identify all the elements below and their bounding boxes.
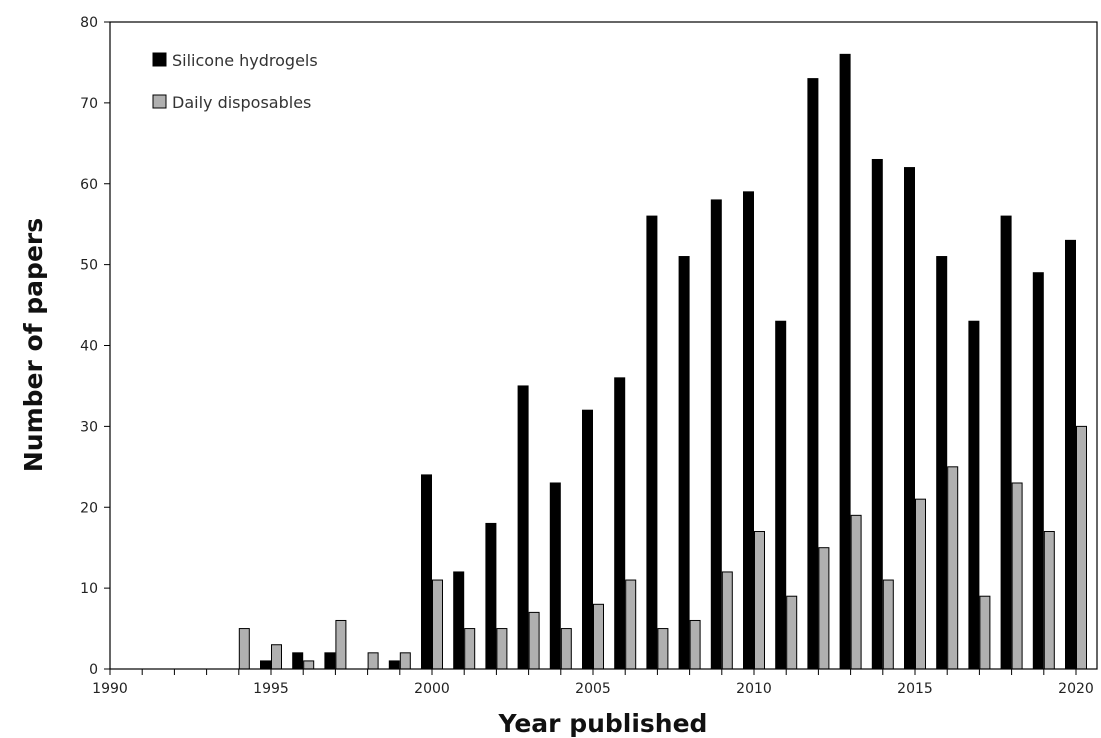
bar-daily-disposables-2009 (721, 571, 733, 670)
y-tick-label: 0 (89, 662, 98, 678)
bar-daily-disposables-1999 (399, 652, 411, 670)
bar-daily-disposables-2012 (818, 547, 830, 670)
bar-daily-disposables-2000 (432, 579, 443, 670)
bar-daily-disposables-2014 (882, 579, 894, 670)
bar-silicone-hydrogels-2009 (710, 199, 722, 670)
bar-silicone-hydrogels-2004 (549, 482, 561, 670)
bar-daily-disposables-1995 (271, 644, 282, 670)
bar-silicone-hydrogels-2015 (904, 167, 915, 670)
bar-silicone-hydrogels-2020 (1065, 239, 1076, 670)
legend-label-silicone-hydrogels: Silicone hydrogels (172, 51, 318, 70)
legend-label-daily-disposables: Daily disposables (172, 93, 311, 112)
bar-daily-disposables-1997 (335, 619, 347, 670)
bar-daily-disposables-2016 (947, 466, 959, 670)
bar-silicone-hydrogels-2019 (1032, 272, 1044, 670)
y-tick-label: 50 (80, 258, 98, 274)
y-tick-label: 60 (80, 177, 98, 193)
bar-silicone-hydrogels-1997 (324, 652, 336, 670)
bar-daily-disposables-2004 (560, 628, 572, 670)
bar-daily-disposables-2013 (850, 514, 862, 670)
bar-daily-disposables-2005 (593, 603, 604, 670)
bar-silicone-hydrogels-2011 (775, 320, 787, 670)
bar-silicone-hydrogels-2008 (678, 256, 690, 670)
legend-swatch-silicone-hydrogels (152, 52, 167, 67)
bar-silicone-hydrogels-2001 (453, 571, 465, 670)
bar-silicone-hydrogels-1999 (388, 660, 400, 670)
y-axis-title: Number of papers (19, 218, 48, 472)
legend-swatch-daily-disposables (152, 94, 167, 109)
y-tick-label: 70 (80, 96, 98, 112)
bar-silicone-hydrogels-2012 (807, 78, 819, 670)
bar-daily-disposables-1998 (367, 652, 379, 670)
y-tick-label: 30 (80, 419, 98, 435)
bar-silicone-hydrogels-2003 (517, 385, 529, 670)
bar-silicone-hydrogels-2002 (485, 522, 497, 670)
bar-daily-disposables-2019 (1043, 531, 1055, 670)
x-tick-label: 2010 (736, 681, 772, 697)
bar-silicone-hydrogels-1995 (260, 660, 271, 670)
bar-daily-disposables-2003 (528, 611, 540, 670)
bar-daily-disposables-2020 (1076, 425, 1087, 670)
bar-daily-disposables-2001 (464, 628, 476, 670)
bar-silicone-hydrogels-2016 (936, 256, 948, 670)
x-tick-label: 2005 (575, 681, 611, 697)
bar-daily-disposables-2011 (786, 595, 798, 670)
x-tick-label: 2000 (414, 681, 450, 697)
x-tick-label: 2020 (1058, 681, 1094, 697)
bar-daily-disposables-2015 (915, 498, 926, 670)
y-tick-label: 40 (80, 339, 98, 355)
bar-daily-disposables-2018 (1011, 482, 1023, 670)
bar-daily-disposables-2008 (689, 619, 701, 670)
bar-silicone-hydrogels-2007 (646, 215, 658, 670)
x-axis-title: Year published (498, 709, 708, 738)
x-tick-label: 2015 (897, 681, 933, 697)
bar-daily-disposables-2017 (979, 595, 991, 670)
bar-silicone-hydrogels-2000 (421, 474, 432, 670)
bar-silicone-hydrogels-2018 (1000, 215, 1012, 670)
y-tick-label: 20 (80, 500, 98, 516)
bar-silicone-hydrogels-2014 (871, 158, 883, 670)
bar-daily-disposables-1994 (238, 628, 250, 670)
bar-daily-disposables-2002 (496, 628, 508, 670)
y-tick-label: 80 (80, 15, 98, 31)
bar-silicone-hydrogels-2013 (839, 53, 851, 670)
x-axis: 1990 1995 2000 2005 2010 2015 2020 (92, 669, 1094, 697)
bar-silicone-hydrogels-1996 (292, 652, 304, 670)
legend: Silicone hydrogels Daily disposables (152, 51, 318, 112)
y-tick-label: 10 (80, 581, 98, 597)
bars-group (238, 53, 1087, 670)
bar-silicone-hydrogels-2017 (968, 320, 980, 670)
bar-daily-disposables-2010 (754, 531, 765, 670)
x-tick-label: 1995 (253, 681, 289, 697)
bar-daily-disposables-2006 (625, 579, 637, 670)
bar-daily-disposables-1996 (303, 660, 315, 670)
x-tick-label: 1990 (92, 681, 128, 697)
bar-daily-disposables-2007 (657, 628, 669, 670)
bar-silicone-hydrogels-2010 (743, 191, 754, 670)
bar-silicone-hydrogels-2006 (614, 377, 626, 670)
bar-silicone-hydrogels-2005 (582, 409, 593, 670)
y-axis: 0 10 20 30 40 50 60 70 80 (80, 15, 110, 678)
